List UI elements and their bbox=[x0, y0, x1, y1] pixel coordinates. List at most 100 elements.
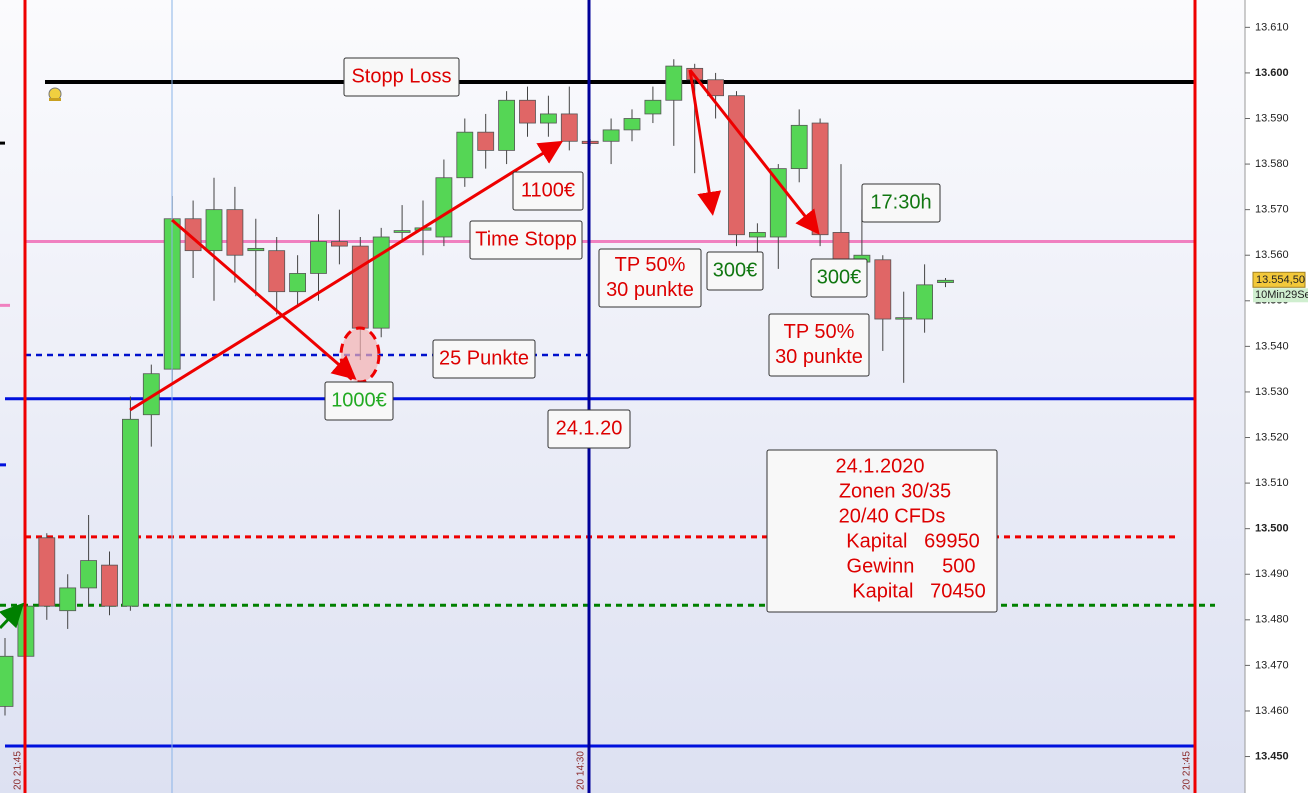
price-label: 13.554,50 bbox=[1256, 274, 1305, 286]
annotation-text: Stopp Loss bbox=[351, 65, 451, 87]
candle-body bbox=[310, 241, 327, 274]
candle-body bbox=[247, 247, 265, 252]
y-tick-label: 13.490 bbox=[1255, 568, 1289, 580]
plot-background bbox=[0, 0, 1245, 793]
y-tick-label: 13.570 bbox=[1255, 204, 1289, 216]
candle-body bbox=[456, 131, 474, 179]
candle-body bbox=[832, 232, 850, 263]
time-label: 20 21:45 bbox=[13, 751, 24, 790]
candle-body bbox=[393, 230, 411, 233]
candle-body bbox=[142, 373, 160, 416]
annotation-text: 20/40 CFDs bbox=[839, 505, 946, 527]
annotation-box bbox=[768, 313, 870, 377]
candle-body bbox=[268, 250, 286, 293]
candle-body bbox=[0, 655, 14, 707]
y-tick-label: 13.590 bbox=[1255, 112, 1289, 124]
arrow bbox=[171, 218, 357, 380]
annotation-text: Time Stopp bbox=[475, 228, 577, 250]
arrow bbox=[129, 140, 564, 412]
candle-body bbox=[122, 418, 139, 607]
y-tick-label: 13.460 bbox=[1255, 705, 1289, 717]
alert-bell bbox=[48, 87, 62, 101]
y-tick-label: 13.480 bbox=[1255, 614, 1289, 626]
candle-body bbox=[728, 95, 745, 236]
candle-body bbox=[372, 236, 390, 329]
y-tick-label: 13.560 bbox=[1255, 249, 1289, 261]
annotation-text: TP 50% bbox=[615, 254, 686, 276]
candle-body bbox=[560, 113, 578, 142]
y-tick-label: 13.540 bbox=[1255, 340, 1289, 352]
candle-body bbox=[602, 129, 620, 142]
annotation-box bbox=[706, 251, 764, 291]
annotation-box bbox=[343, 57, 460, 97]
time-label: 20 14:30 bbox=[576, 751, 587, 790]
time-label: 20 21:45 bbox=[1182, 751, 1193, 790]
annotation-box bbox=[512, 171, 584, 211]
candle-body bbox=[916, 284, 933, 320]
y-tick-label: 13.610 bbox=[1255, 21, 1289, 33]
annotation-text: Gewinn 500 bbox=[847, 555, 976, 577]
timer-label: 10Min29Se bbox=[1255, 289, 1308, 301]
candle-body bbox=[330, 241, 348, 247]
candle-body bbox=[623, 118, 641, 131]
candle-body bbox=[351, 245, 369, 329]
candle-body bbox=[498, 99, 516, 151]
candle-body bbox=[769, 168, 787, 238]
y-tick-label: 13.600 bbox=[1255, 67, 1289, 79]
annotation-text: Kapital 69950 bbox=[846, 530, 979, 552]
annotation-box bbox=[861, 183, 941, 223]
candle-body bbox=[226, 209, 244, 256]
candle-body bbox=[665, 65, 683, 101]
annotation-box bbox=[469, 220, 583, 260]
candle-body bbox=[644, 99, 662, 115]
candle-body bbox=[205, 209, 223, 252]
candle-body bbox=[519, 99, 536, 124]
candle-body bbox=[937, 279, 954, 283]
y-tick-label: 13.510 bbox=[1255, 477, 1289, 489]
y-tick-label: 13.470 bbox=[1255, 659, 1289, 671]
candle-body bbox=[895, 317, 913, 320]
axis-background bbox=[1245, 0, 1308, 793]
y-tick-label: 13.450 bbox=[1255, 750, 1289, 762]
annotation-text: 17:30h bbox=[870, 191, 931, 213]
candle-body bbox=[790, 124, 808, 170]
candle-body bbox=[749, 232, 766, 238]
timer-box bbox=[1253, 288, 1308, 303]
y-tick-label: 13.520 bbox=[1255, 431, 1289, 443]
annotation-text: 24.1.2020 bbox=[836, 455, 925, 477]
candle-body bbox=[38, 537, 56, 607]
arrow bbox=[688, 69, 722, 216]
annotation-text: 25 Punkte bbox=[439, 347, 529, 369]
annotation-text: Zonen 30/35 bbox=[839, 480, 951, 502]
candle-body bbox=[80, 560, 97, 589]
annotation-box bbox=[547, 409, 631, 449]
candle-body bbox=[289, 273, 307, 293]
annotation-text: Kapital 70450 bbox=[852, 580, 985, 602]
annotation-text: 300€ bbox=[817, 266, 862, 288]
arrow bbox=[688, 69, 820, 235]
overlay bbox=[0, 0, 1197, 793]
annotation-text: 24.1.20 bbox=[556, 417, 623, 439]
annotation-box bbox=[432, 339, 536, 379]
candle-body bbox=[59, 587, 77, 612]
plot bbox=[0, 59, 1215, 748]
price-box bbox=[1252, 271, 1306, 288]
candle-body bbox=[101, 564, 118, 607]
annotation-box bbox=[324, 381, 394, 421]
annotation-box bbox=[810, 258, 868, 298]
annotation-text: 30 punkte bbox=[606, 279, 694, 301]
candle-body bbox=[874, 259, 892, 320]
candle-body bbox=[540, 113, 557, 124]
annotation-text: 1100€ bbox=[521, 179, 575, 201]
arrow bbox=[0, 602, 25, 630]
candle-body bbox=[811, 122, 829, 236]
annotation-text: 30 punkte bbox=[775, 346, 863, 368]
y-tick-label: 13.500 bbox=[1255, 523, 1289, 535]
candle-body bbox=[477, 131, 495, 151]
annotations: Stopp Loss Time Stopp 25 Punkte 1000€ 1100€ 2… bbox=[324, 57, 998, 613]
annotation-box bbox=[598, 248, 702, 308]
candle-body bbox=[435, 177, 453, 238]
annotation-box bbox=[766, 449, 998, 613]
